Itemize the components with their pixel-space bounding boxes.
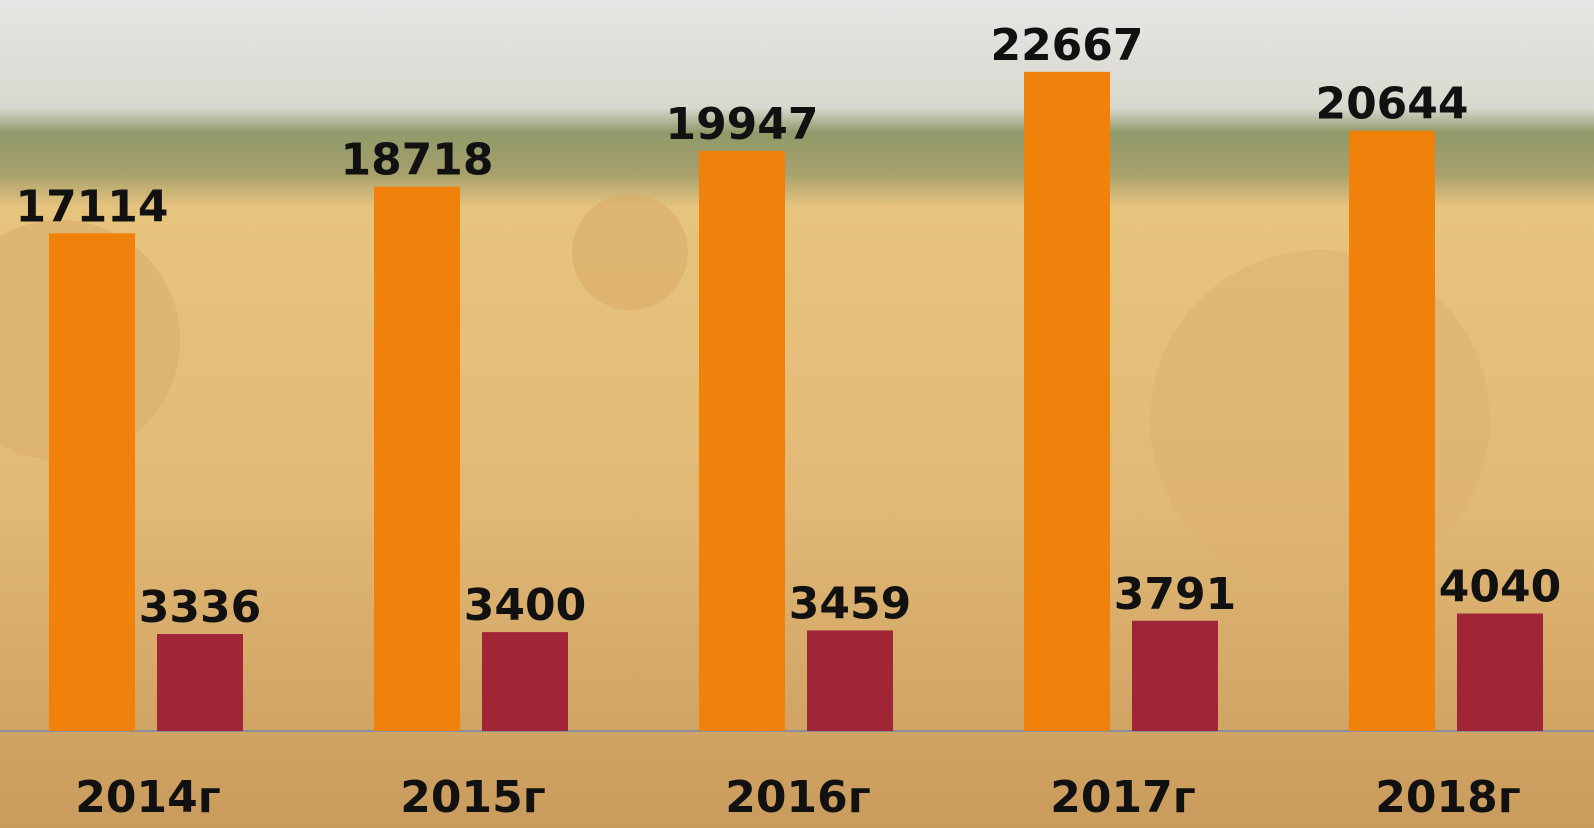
bar bbox=[1457, 613, 1543, 731]
value-label: 3791 bbox=[1114, 569, 1236, 620]
x-tick-label: 2014г bbox=[75, 772, 220, 823]
value-label: 3400 bbox=[464, 580, 586, 631]
value-label: 4040 bbox=[1439, 562, 1561, 613]
x-tick-label: 2016г bbox=[725, 772, 870, 823]
x-tick-label: 2017г bbox=[1050, 772, 1195, 823]
value-label: 20644 bbox=[1315, 79, 1468, 130]
bar bbox=[374, 186, 460, 732]
x-tick-label: 2015г bbox=[400, 772, 545, 823]
bar bbox=[807, 630, 893, 731]
value-label: 3336 bbox=[139, 582, 261, 633]
value-label: 19947 bbox=[665, 99, 818, 150]
bar bbox=[1132, 620, 1218, 731]
bar bbox=[49, 233, 135, 731]
value-label: 18718 bbox=[340, 135, 493, 186]
value-label: 3459 bbox=[789, 578, 911, 629]
value-label: 22667 bbox=[990, 20, 1143, 71]
bar bbox=[1024, 71, 1110, 732]
bar bbox=[1349, 130, 1435, 731]
x-tick-label: 2018г bbox=[1375, 772, 1520, 823]
hay-bale bbox=[1150, 250, 1490, 590]
bar bbox=[157, 633, 243, 731]
value-label: 17114 bbox=[15, 181, 168, 232]
bar bbox=[699, 150, 785, 732]
bar bbox=[482, 632, 568, 731]
hay-bale bbox=[572, 194, 688, 310]
